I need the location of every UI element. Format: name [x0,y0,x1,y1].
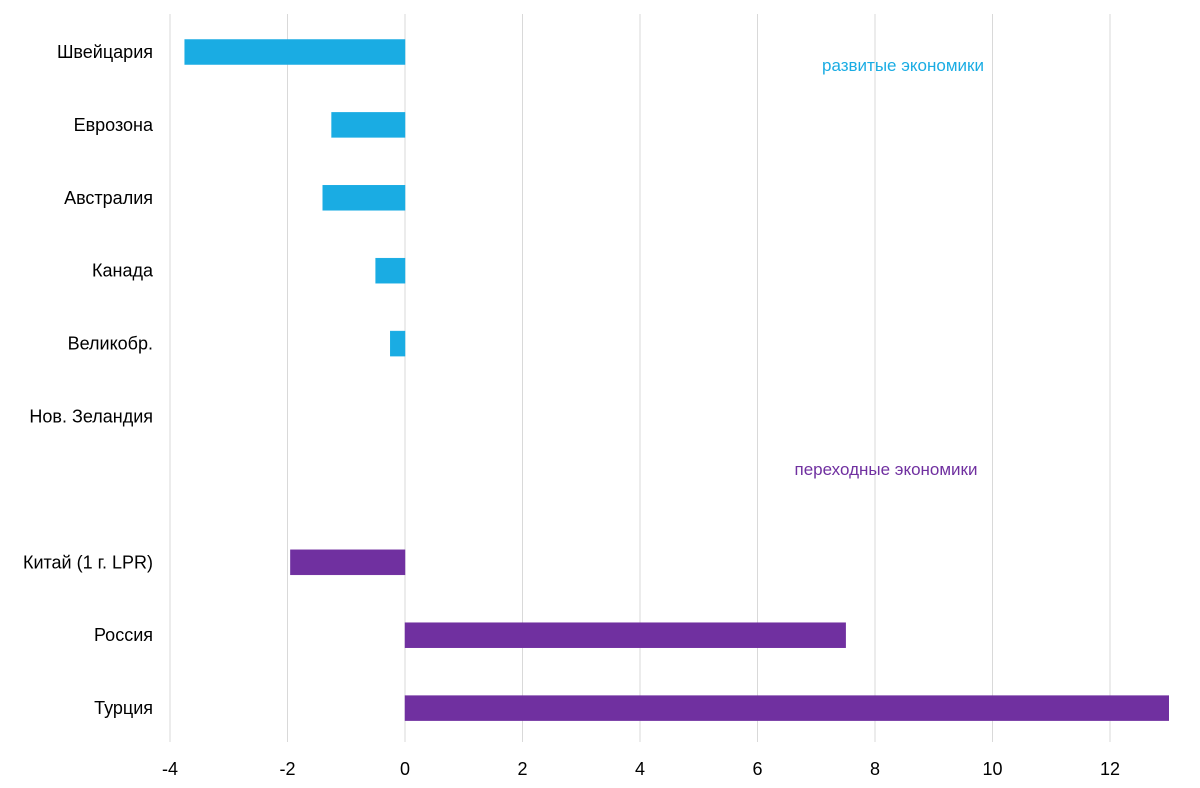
category-labels: Швейцария Еврозона Австралия Канада Великобр… [23,42,154,718]
bar-developed-4 [390,330,406,357]
bar-developed-2 [322,185,406,211]
category-label: Великобр. [68,334,153,354]
category-label: Россия [94,625,153,645]
category-label: Австралия [64,188,153,208]
bar-transition-7 [290,549,406,576]
x-tick-label: 12 [1100,759,1120,779]
x-tick-label: 10 [982,759,1002,779]
x-tick-labels: -4 -2 0 2 4 6 8 10 12 [162,759,1120,779]
x-tick-label: 2 [517,759,527,779]
annotation-0: развитые экономики [822,56,984,75]
bars [184,39,1169,721]
category-label: Швейцария [57,42,153,62]
x-tick-label: 0 [400,759,410,779]
x-tick-label: 6 [752,759,762,779]
bar-developed-3 [375,257,406,284]
category-label: Канада [92,261,154,281]
bar-developed-1 [331,112,406,138]
category-label: Нов. Зеландия [29,407,153,427]
annotations: развитые экономики переходные экономики [794,56,983,479]
annotation-1: переходные экономики [794,460,977,479]
category-label: Китай (1 г. LPR) [23,552,153,572]
bar-transition-8 [404,622,846,648]
bar-developed-0 [184,39,406,65]
x-tick-label: 8 [870,759,880,779]
bar-transition-9 [404,695,1169,721]
category-label: Турция [94,698,153,718]
x-tick-label: 4 [635,759,645,779]
x-tick-label: -2 [279,759,295,779]
x-tick-label: -4 [162,759,178,779]
category-label: Еврозона [74,115,154,135]
